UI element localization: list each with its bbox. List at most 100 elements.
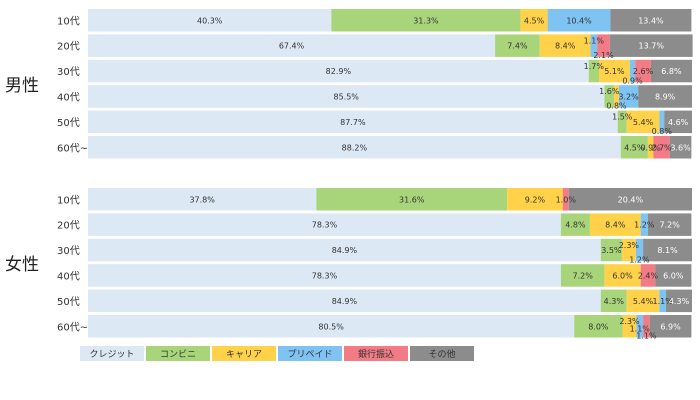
bar-segment xyxy=(590,34,598,57)
data-label: 31.3% xyxy=(413,16,439,25)
bar-segment xyxy=(88,110,618,134)
bar-segment xyxy=(520,9,548,32)
data-label: 3.5% xyxy=(601,246,622,255)
bar-segment xyxy=(562,188,569,211)
bar-segment xyxy=(635,238,644,262)
bar-segment xyxy=(589,213,641,236)
category-label: 60代~ xyxy=(57,142,88,154)
legend-label: コンビニ xyxy=(160,349,196,360)
data-label: 20.4% xyxy=(618,195,644,204)
bar-segment xyxy=(574,315,623,338)
data-label: 0.9% xyxy=(640,143,661,152)
data-label: 6.8% xyxy=(661,67,682,76)
bar-segment xyxy=(560,264,605,287)
bar-segment xyxy=(597,34,610,57)
bar-segment xyxy=(604,264,641,287)
data-label: 7.2% xyxy=(659,221,680,230)
bar-segment xyxy=(88,289,601,313)
bar-segment xyxy=(560,213,590,236)
bar-segment xyxy=(547,9,611,32)
bar-segment xyxy=(88,315,575,338)
bar-segment xyxy=(666,289,692,313)
category-label: 50代 xyxy=(57,117,80,129)
data-label: 7.2% xyxy=(573,271,594,280)
group-label-male: 男性 xyxy=(5,76,39,96)
bar-segment xyxy=(643,315,650,338)
bar-segment xyxy=(626,289,660,313)
data-label: 2.1% xyxy=(593,51,614,60)
legend-label: クレジット xyxy=(89,349,134,360)
data-label: 31.6% xyxy=(399,195,425,204)
bar-segment xyxy=(629,59,636,83)
data-label: 1.5% xyxy=(612,113,633,122)
category-label: 20代 xyxy=(57,41,80,53)
data-label: 4.3% xyxy=(669,297,690,306)
bar-segment xyxy=(610,9,692,32)
data-label: 2.7% xyxy=(651,143,672,152)
legend-swatch xyxy=(146,346,210,361)
data-label: 80.5% xyxy=(318,322,344,331)
bar-segment xyxy=(600,289,627,313)
data-label: 78.3% xyxy=(312,221,338,230)
bar-segment xyxy=(643,238,692,262)
bar-segment xyxy=(598,59,630,83)
data-label: 82.9% xyxy=(326,67,352,76)
data-label: 4.5% xyxy=(524,16,545,25)
data-label: 8.4% xyxy=(605,221,626,230)
data-label: 1.7% xyxy=(584,62,605,71)
data-label: 5.1% xyxy=(604,67,625,76)
data-label: 4.6% xyxy=(668,118,689,127)
category-label: 20代 xyxy=(57,220,80,232)
bar-segment xyxy=(600,238,622,262)
data-label: 85.5% xyxy=(333,92,359,101)
bar-segment xyxy=(655,264,692,287)
data-label: 13.4% xyxy=(638,16,664,25)
data-label: 8.1% xyxy=(657,246,678,255)
data-label: 5.4% xyxy=(633,118,654,127)
bar-segment xyxy=(621,238,636,262)
bar-segment xyxy=(659,289,667,313)
bar-segment xyxy=(507,188,563,211)
bar-segment xyxy=(640,264,656,287)
bar-segment xyxy=(495,34,540,57)
bar-segment xyxy=(638,85,692,108)
bar-segment xyxy=(647,136,654,159)
data-label: 1.1% xyxy=(636,332,657,341)
bar-segment xyxy=(88,85,605,108)
data-label: 8.4% xyxy=(555,42,576,51)
data-label: 1.2% xyxy=(629,255,650,264)
category-label: 60代~ xyxy=(57,321,88,333)
data-label: 3.6% xyxy=(670,143,691,152)
bar-segment xyxy=(659,110,665,134)
bar-segment xyxy=(88,9,332,32)
data-label: 78.3% xyxy=(312,271,338,280)
data-label: 1.1% xyxy=(630,324,651,333)
bar-segment xyxy=(568,188,692,211)
data-label: 67.4% xyxy=(279,42,305,51)
data-label: 0.8% xyxy=(652,127,673,136)
bar-segment xyxy=(604,85,615,108)
bar-segment xyxy=(614,85,619,108)
data-label: 0.9% xyxy=(622,76,643,85)
bar-segment xyxy=(88,34,496,57)
category-label: 40代 xyxy=(57,91,80,103)
data-label: 84.9% xyxy=(332,246,358,255)
data-label: 2.4% xyxy=(638,271,659,280)
bar-segment xyxy=(588,59,599,83)
data-label: 37.8% xyxy=(189,195,215,204)
bar-segment xyxy=(609,34,693,57)
data-label: 4.3% xyxy=(604,297,625,306)
group-label-female: 女性 xyxy=(5,255,39,275)
legend-swatch xyxy=(80,346,144,361)
bar-segment xyxy=(88,213,561,236)
bar-segment xyxy=(635,59,651,83)
bar-segment xyxy=(636,315,644,338)
category-label: 40代 xyxy=(57,270,80,282)
data-label: 8.0% xyxy=(588,322,609,331)
bar-segment xyxy=(650,59,692,83)
data-label: 2.3% xyxy=(619,317,640,326)
data-label: 2.3% xyxy=(619,241,640,250)
data-label: 2.6% xyxy=(633,67,654,76)
data-label: 3.2% xyxy=(618,92,639,101)
data-label: 87.7% xyxy=(340,118,366,127)
